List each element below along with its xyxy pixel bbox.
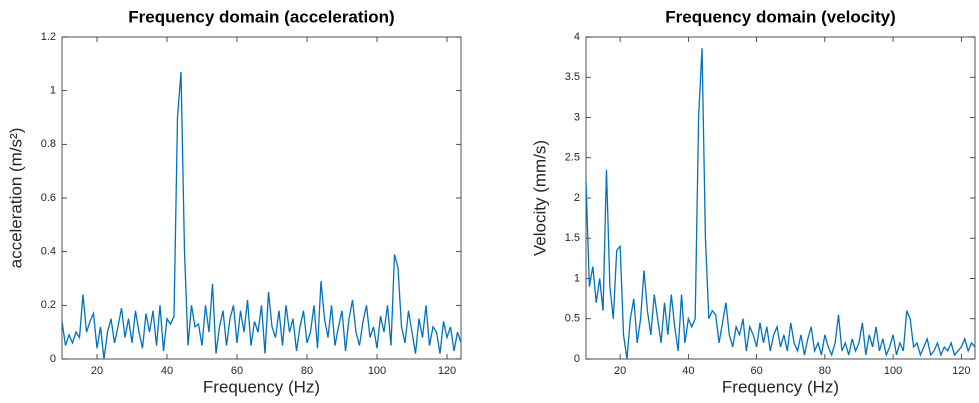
y-tick-label: 2 xyxy=(574,192,580,204)
y-tick-label: 0.4 xyxy=(41,246,56,258)
x-axis-label: Frequency (Hz) xyxy=(203,377,320,396)
y-tick-label: 0 xyxy=(50,353,56,365)
y-axis-label: acceleration (m/s²) xyxy=(6,128,25,269)
x-tick-label: 20 xyxy=(91,365,103,377)
y-tick-label: 4 xyxy=(574,31,580,43)
y-tick-label: 3 xyxy=(574,111,580,123)
y-tick-label: 1 xyxy=(50,85,56,97)
y-tick-label: 0.5 xyxy=(565,313,580,325)
y-tick-label: 0.2 xyxy=(41,299,56,311)
x-tick-label: 20 xyxy=(614,365,626,377)
y-tick-label: 0.8 xyxy=(41,138,56,150)
y-tick-label: 3.5 xyxy=(565,71,580,83)
x-tick-label: 100 xyxy=(368,365,386,377)
x-tick-label: 40 xyxy=(161,365,173,377)
plot-area xyxy=(585,36,976,360)
data-line xyxy=(61,71,462,360)
chart-title: Frequency domain (acceleration) xyxy=(128,7,394,26)
x-tick-label: 120 xyxy=(952,365,970,377)
x-tick-label: 60 xyxy=(750,365,762,377)
y-axis-label: Velocity (mm/s) xyxy=(530,140,549,256)
x-tick-label: 60 xyxy=(231,365,243,377)
y-tick-label: 2.5 xyxy=(565,152,580,164)
x-tick-label: 100 xyxy=(884,365,902,377)
data-line xyxy=(585,48,976,360)
y-tick-label: 0 xyxy=(574,353,580,365)
chart-title: Frequency domain (velocity) xyxy=(665,7,896,26)
y-tick-label: 1.5 xyxy=(565,232,580,244)
x-tick-label: 80 xyxy=(301,365,313,377)
x-tick-label: 120 xyxy=(438,365,456,377)
y-tick-label: 1 xyxy=(574,272,580,284)
x-tick-label: 80 xyxy=(819,365,831,377)
x-tick-label: 40 xyxy=(682,365,694,377)
y-tick-label: 1.2 xyxy=(41,31,56,43)
x-axis-label: Frequency (Hz) xyxy=(722,377,839,396)
y-tick-label: 0.6 xyxy=(41,192,56,204)
